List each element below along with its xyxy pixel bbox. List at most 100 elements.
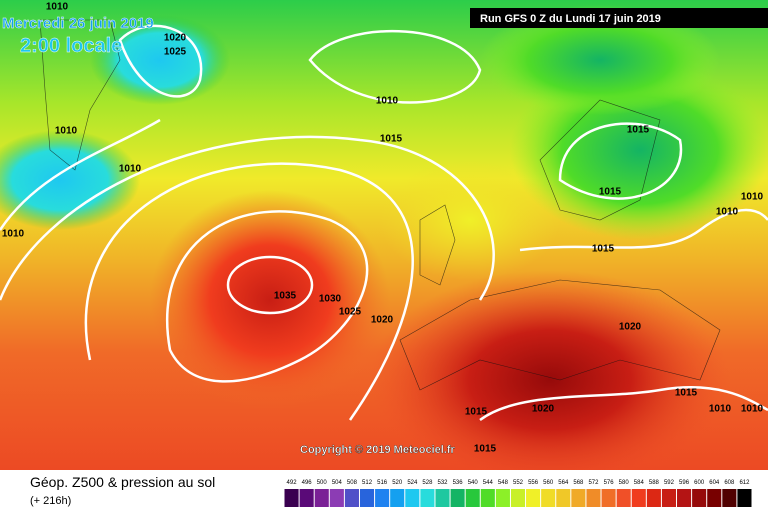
scale-swatch — [375, 489, 390, 507]
isobar-label: 1015 — [599, 187, 622, 198]
low-field — [0, 130, 140, 230]
isobars — [0, 24, 768, 422]
scale-swatch — [314, 489, 329, 507]
scale-swatch — [661, 489, 677, 507]
scale-swatch — [571, 489, 586, 507]
scale-label: 564 — [558, 480, 569, 486]
scale-swatch — [329, 489, 344, 507]
scale-swatch — [586, 489, 601, 507]
scale-swatch — [284, 489, 299, 507]
scale-label: 532 — [438, 480, 449, 486]
scale-swatch — [616, 489, 631, 507]
scale-swatch — [495, 489, 510, 507]
isobar-label: 1010 — [55, 126, 78, 137]
scale-label: 592 — [664, 480, 675, 486]
scale-label: 612 — [739, 480, 750, 486]
scale-label: 588 — [649, 480, 660, 486]
isobar-label: 1010 — [716, 207, 739, 218]
isobar-label: 1010 — [741, 192, 764, 203]
isobar-label: 1015 — [474, 444, 497, 455]
scale-label: 600 — [694, 480, 705, 486]
scale-swatch — [737, 489, 752, 507]
scale-label: 584 — [634, 480, 645, 486]
isobar-label: 1010 — [376, 96, 399, 107]
isobar-label: 1020 — [164, 33, 187, 44]
scale-label: 560 — [543, 480, 554, 486]
isobar-label: 1015 — [592, 244, 615, 255]
footer-lead: (+ 216h) — [30, 495, 71, 507]
scale-label: 524 — [407, 480, 418, 486]
scale-label: 496 — [302, 480, 313, 486]
scale-swatch — [450, 489, 465, 507]
scale-label: 536 — [453, 480, 464, 486]
isobar-label: 1010 — [741, 404, 764, 415]
scale-label: 512 — [362, 480, 373, 486]
scale-swatch — [510, 489, 526, 507]
run-banner — [470, 8, 768, 28]
isobar-label: 1015 — [380, 134, 403, 145]
high-field — [370, 270, 730, 490]
scale-label: 580 — [619, 480, 630, 486]
low-field — [90, 15, 230, 105]
isobar-label: 1025 — [164, 47, 187, 58]
scale-swatch — [405, 489, 420, 507]
color-scale: 492 496 500 504 508 512 516 520 524 528 532 536 540 5… — [284, 480, 752, 507]
scale-label: 508 — [347, 480, 358, 486]
scale-swatch — [707, 489, 722, 507]
scale-swatch — [420, 489, 435, 507]
isobar-label: 1025 — [339, 307, 362, 318]
time-label: 2:00 locale — [20, 35, 122, 57]
scale-swatch — [556, 489, 571, 507]
scale-label: 500 — [317, 480, 328, 486]
isobar-label: 1010 — [46, 2, 69, 13]
scale-swatch — [299, 489, 314, 507]
ridge-field — [380, 160, 560, 280]
scale-label: 572 — [588, 480, 599, 486]
scale-label: 544 — [483, 480, 494, 486]
scale-swatch — [692, 489, 707, 507]
scale-label: 568 — [573, 480, 584, 486]
scale-swatch — [722, 489, 737, 507]
scale-label: 596 — [679, 480, 690, 486]
scale-label: 504 — [332, 480, 343, 486]
isobar-label: 1035 — [274, 291, 297, 302]
scale-swatch — [344, 489, 359, 507]
scale-label: 520 — [392, 480, 403, 486]
scale-label: 540 — [468, 480, 479, 486]
scale-swatch — [435, 489, 450, 507]
scale-label: 556 — [528, 480, 539, 486]
isobar-label: 1020 — [532, 404, 555, 415]
scale-swatch — [390, 489, 405, 507]
isobar-label: 1020 — [371, 315, 394, 326]
scale-label: 548 — [498, 480, 509, 486]
run-label: Run GFS 0 Z du Lundi 17 juin 2019 — [480, 13, 661, 25]
isobar-label: 1030 — [319, 294, 342, 305]
scale-swatch — [646, 489, 661, 507]
scale-label: 492 — [287, 480, 298, 486]
scale-label: 528 — [422, 480, 433, 486]
high-field — [150, 190, 390, 410]
footer-title: Géop. Z500 & pression au sol — [30, 474, 215, 490]
isobar-label: 1010 — [2, 229, 25, 240]
scale-swatch — [677, 489, 692, 507]
isobar-label: 1010 — [119, 164, 142, 175]
isobar-label: 1020 — [619, 322, 642, 333]
scale-label: 552 — [513, 480, 524, 486]
scale-swatch — [631, 489, 646, 507]
low-field — [480, 5, 720, 115]
scale-swatch — [359, 489, 375, 507]
scale-label: 604 — [709, 480, 720, 486]
scale-label: 608 — [724, 480, 735, 486]
isobar-label: 1010 — [709, 404, 732, 415]
isobar-labels: 1010102010251010101510101010101010151015… — [2, 2, 764, 455]
isobar-label: 1015 — [675, 388, 698, 399]
copyright: Copyright © 2019 Meteociel.fr — [300, 444, 456, 456]
scale-swatch — [465, 489, 480, 507]
scale-swatch — [601, 489, 616, 507]
isobar-label: 1015 — [465, 407, 488, 418]
scale-swatch — [526, 489, 541, 507]
scale-label: 576 — [604, 480, 615, 486]
scale-swatch — [480, 489, 495, 507]
